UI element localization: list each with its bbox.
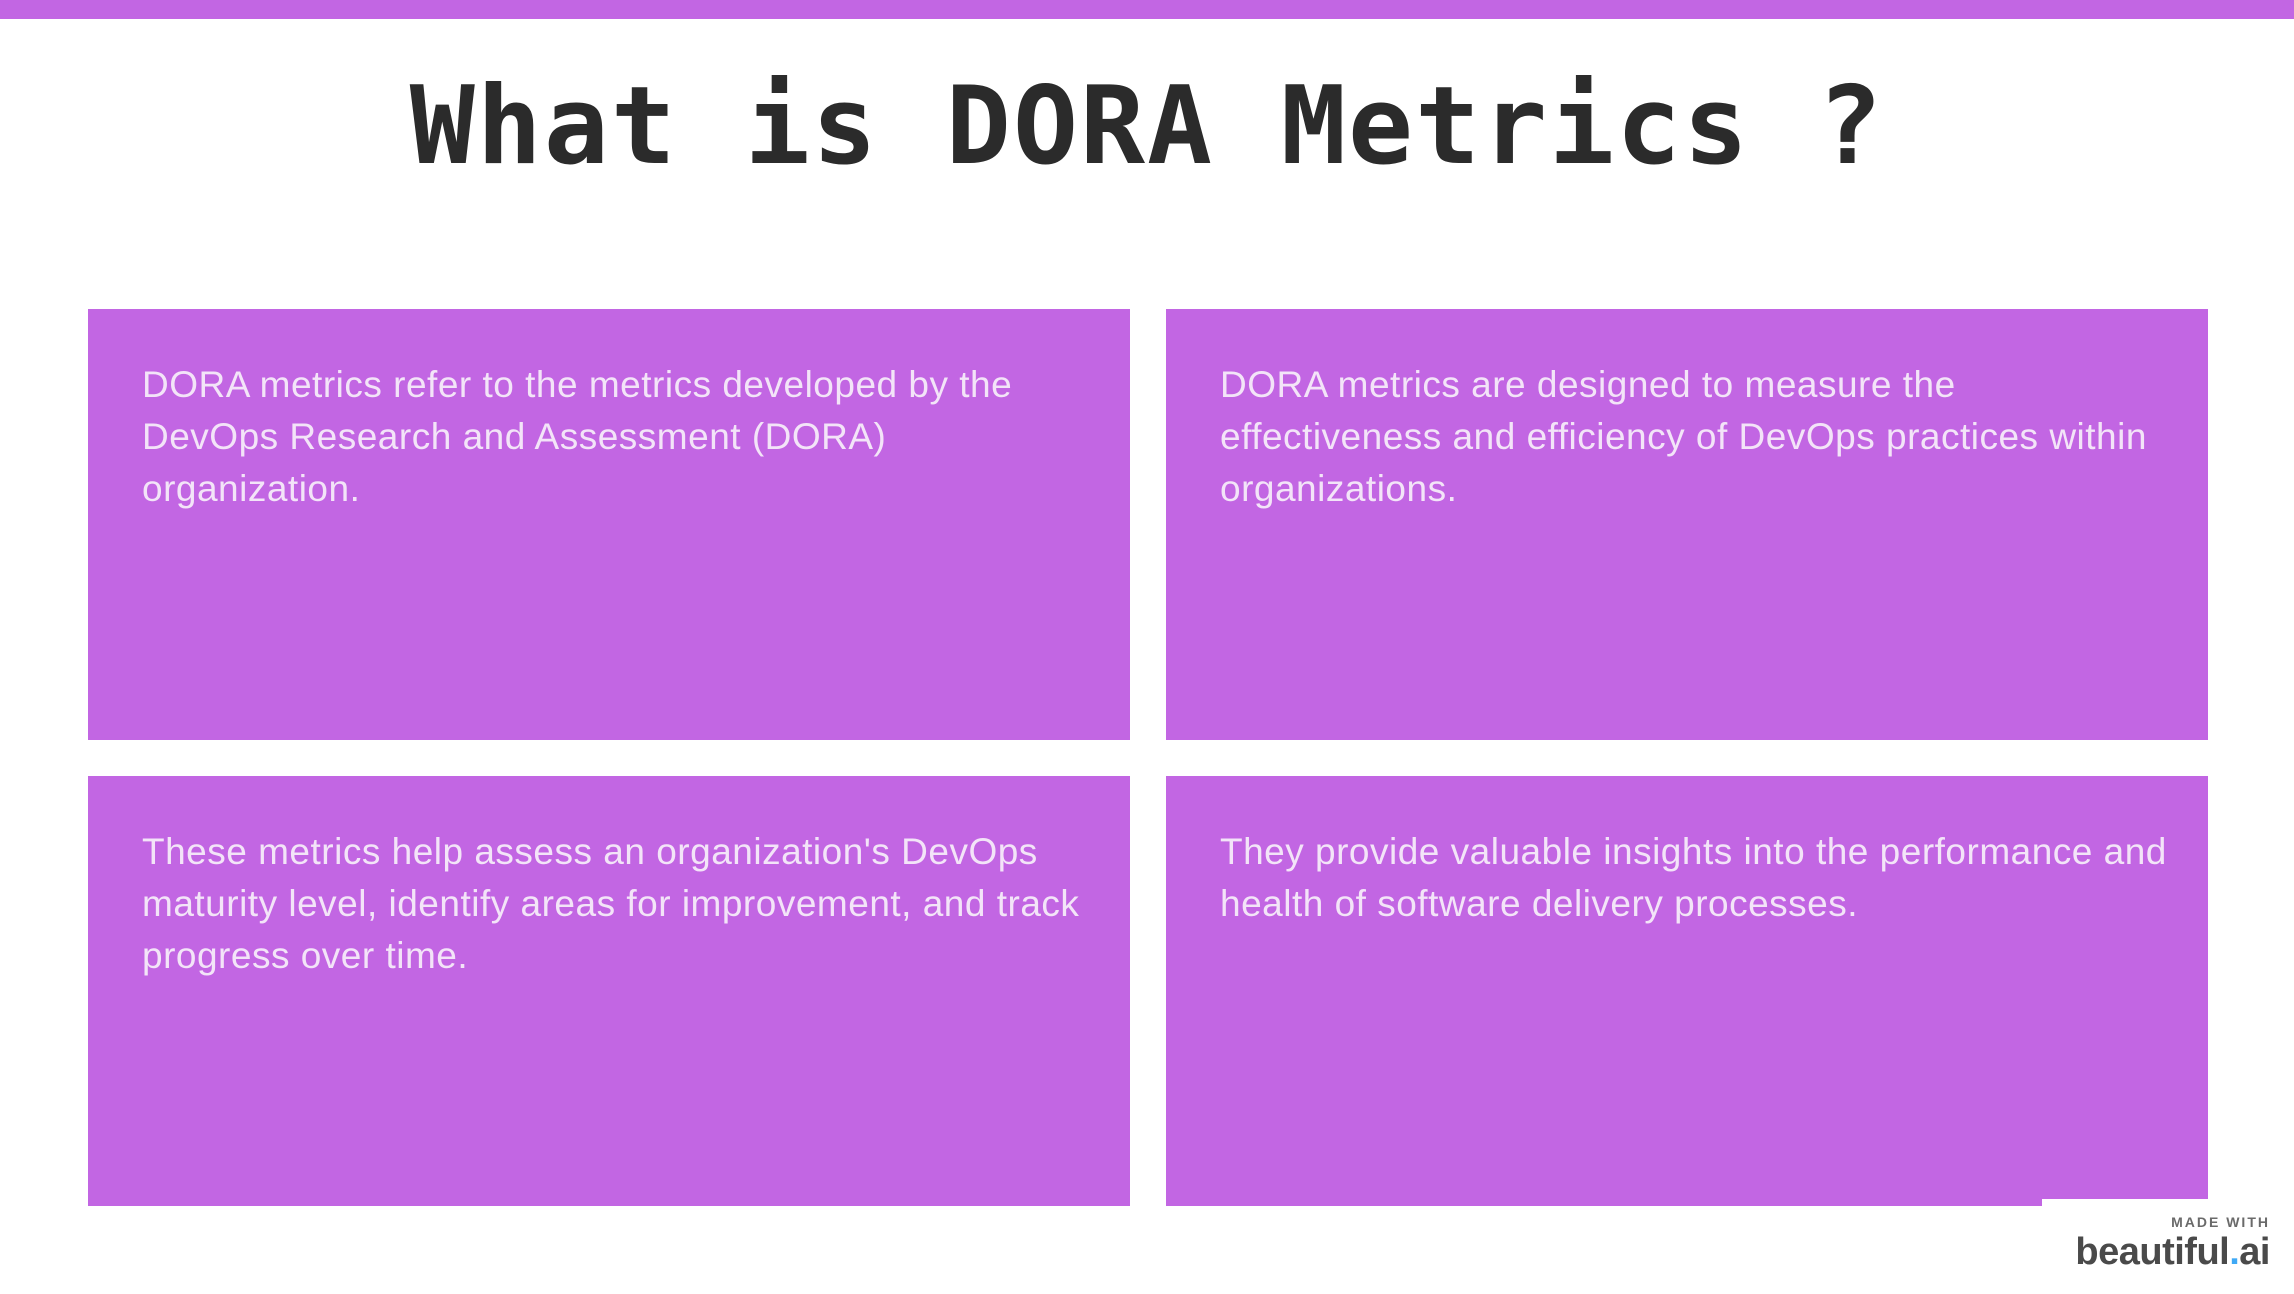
info-card: DORA metrics are designed to measure the… xyxy=(1166,309,2208,740)
made-with-label: MADE WITH xyxy=(2171,1214,2270,1230)
card-text: DORA metrics are designed to measure the… xyxy=(1220,364,2147,509)
card-text: DORA metrics refer to the metrics develo… xyxy=(142,364,1013,509)
brand-logo: beautiful.ai xyxy=(2075,1231,2270,1274)
slide-title: What is DORA Metrics ? xyxy=(409,64,1885,189)
info-card: DORA metrics refer to the metrics develo… xyxy=(88,309,1130,740)
brand-name: beautiful xyxy=(2075,1231,2230,1273)
info-card: They provide valuable insights into the … xyxy=(1166,776,2208,1206)
brand-suffix: ai xyxy=(2239,1231,2270,1273)
card-text: They provide valuable insights into the … xyxy=(1220,831,2167,924)
brand-dot: . xyxy=(2229,1231,2240,1273)
top-accent-bar xyxy=(0,0,2294,19)
made-with-badge[interactable]: MADE WITH beautiful.ai xyxy=(2042,1199,2294,1294)
info-card: These metrics help assess an organizatio… xyxy=(88,776,1130,1206)
card-text: These metrics help assess an organizatio… xyxy=(142,831,1080,976)
